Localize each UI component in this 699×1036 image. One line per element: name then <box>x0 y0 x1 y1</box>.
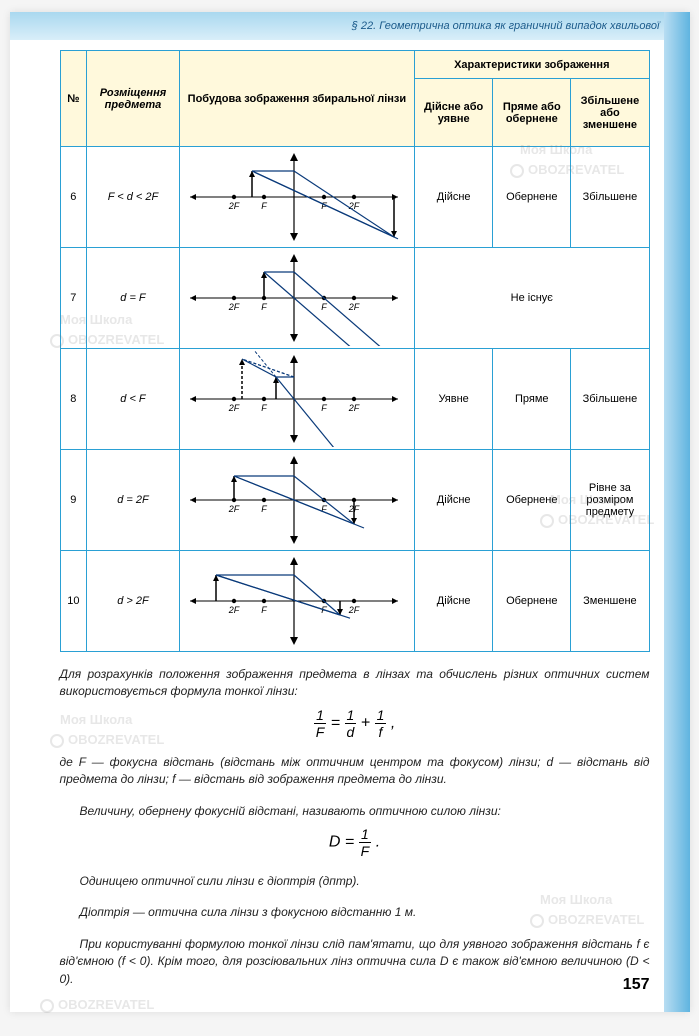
cell-num: 9 <box>60 450 87 551</box>
svg-text:2F: 2F <box>227 403 239 413</box>
svg-text:2F: 2F <box>347 403 359 413</box>
svg-text:2F: 2F <box>227 504 239 514</box>
svg-text:2F: 2F <box>227 302 239 312</box>
cell-diagram: 2F F F 2F <box>179 349 414 450</box>
th-orient: Пряме або обернене <box>493 79 571 147</box>
frac-1f: 1 f <box>375 707 387 740</box>
paragraph-5: При користуванні формулою тонкої лінзи с… <box>60 936 650 988</box>
cell-num: 6 <box>60 147 87 248</box>
table-row: 7d = F 2F F F 2F Не існує <box>60 248 649 349</box>
content-area: № Розміщення предмета Побудова зображенн… <box>10 40 690 998</box>
cell-num: 10 <box>60 551 87 652</box>
cell-mag: Рівне за розміром предмету <box>571 450 649 551</box>
cell-placement: d > 2F <box>87 551 180 652</box>
th-construction: Побудова зображення збиральної лінзи <box>179 51 414 147</box>
lens-table-body: 6F < d < 2F2FFF2FДійснеОберненеЗбільшене… <box>60 147 649 652</box>
frac-D: 1 F <box>359 826 372 859</box>
cell-real: Дійсне <box>415 450 493 551</box>
frac-1F: 1 F <box>314 707 327 740</box>
page-number: 157 <box>623 976 650 994</box>
paragraph-2a: де F — фокусна відстань (відстань між оп… <box>60 754 650 789</box>
th-num: № <box>60 51 87 147</box>
cell-mag: Зменшене <box>571 551 649 652</box>
section-title: § 22. Геометрична оптика як граничний ви… <box>352 20 660 32</box>
cell-num: 8 <box>60 349 87 450</box>
svg-text:2F: 2F <box>347 605 359 615</box>
cell-mag: Збільшене <box>571 349 649 450</box>
cell-diagram: 2FFF2F <box>179 551 414 652</box>
cell-placement: d = F <box>87 248 180 349</box>
svg-text:2F: 2F <box>227 201 239 211</box>
side-gradient <box>664 12 690 1012</box>
cell-real: Дійсне <box>415 551 493 652</box>
cell-mag: Збільшене <box>571 147 649 248</box>
cell-orient: Обернене <box>493 450 571 551</box>
svg-text:F: F <box>261 605 267 615</box>
table-row: 8d < F 2F F F 2F УявнеПрямеЗбільшене <box>60 349 649 450</box>
svg-text:2F: 2F <box>227 605 239 615</box>
paragraph-2b: Величину, обернену фокусній відстані, на… <box>60 803 650 820</box>
frac-1d: 1 d <box>345 707 357 740</box>
svg-text:F: F <box>261 403 267 413</box>
cell-diagram: 2FFF2F <box>179 450 414 551</box>
lens-table: № Розміщення предмета Побудова зображенн… <box>60 50 650 652</box>
paragraph-3: Одиницею оптичної сили лінзи є діоптрія … <box>60 873 650 890</box>
cell-placement: F < d < 2F <box>87 147 180 248</box>
table-row: 6F < d < 2F2FFF2FДійснеОберненеЗбільшене <box>60 147 649 248</box>
formula-thin-lens: 1 F = 1 d + 1 f , <box>60 707 650 740</box>
cell-placement: d = 2F <box>87 450 180 551</box>
th-real: Дійсне або уявне <box>415 79 493 147</box>
cell-orient: Пряме <box>493 349 571 450</box>
cell-placement: d < F <box>87 349 180 450</box>
cell-diagram: 2FFF2F <box>179 147 414 248</box>
svg-text:F: F <box>321 403 327 413</box>
cell-real: Дійсне <box>415 147 493 248</box>
svg-text:2F: 2F <box>347 201 359 211</box>
table-row: 10d > 2F2FFF2FДійснеОберненеЗменшене <box>60 551 649 652</box>
cell-diagram: 2F F F 2F <box>179 248 414 349</box>
cell-real: Уявне <box>415 349 493 450</box>
svg-text:F: F <box>261 201 267 211</box>
cell-orient: Обернене <box>493 551 571 652</box>
svg-text:F: F <box>261 504 267 514</box>
table-row: 9d = 2F2FFF2FДійснеОберненеРівне за розм… <box>60 450 649 551</box>
header-band: § 22. Геометрична оптика як граничний ви… <box>10 12 690 40</box>
cell-num: 7 <box>60 248 87 349</box>
paragraph-4: Діоптрія — оптична сила лінзи з фокусною… <box>60 904 650 921</box>
svg-text:F: F <box>261 302 267 312</box>
th-characteristics: Характеристики зображення <box>415 51 649 79</box>
th-mag: Збільшене або зменшене <box>571 79 649 147</box>
cell-orient: Обернене <box>493 147 571 248</box>
svg-text:F: F <box>321 302 327 312</box>
page: § 22. Геометрична оптика як граничний ви… <box>10 12 690 1012</box>
formula-power: D = 1 F . <box>60 826 650 859</box>
svg-text:2F: 2F <box>347 302 359 312</box>
paragraph-1: Для розрахунків положення зображення пре… <box>60 666 650 701</box>
th-placement: Розміщення предмета <box>87 51 180 147</box>
cell-merged: Не існує <box>415 248 649 349</box>
